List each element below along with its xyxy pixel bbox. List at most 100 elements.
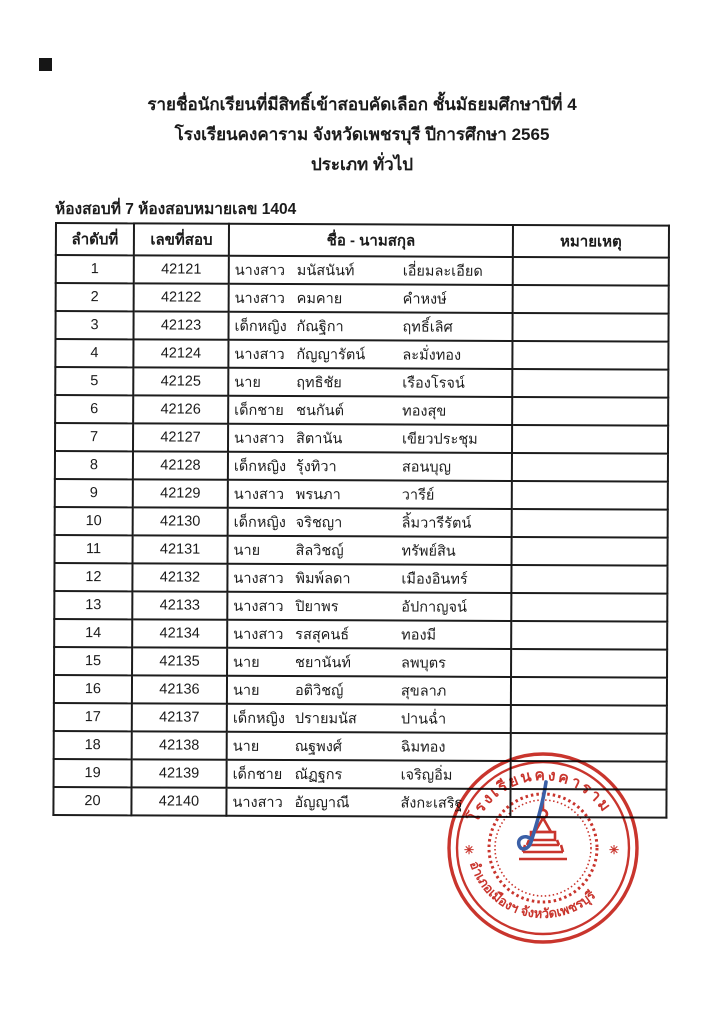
table-row: 4 42124 นางสาว กัญญารัตน์ ละมั่งทอง <box>55 339 669 370</box>
cell-remark <box>510 760 667 790</box>
table-row: 9 42129 นางสาว พรนภา วารีย์ <box>54 479 668 510</box>
seal-star-left: ✳ <box>464 843 474 857</box>
cell-exam-number: 42127 <box>133 423 229 452</box>
column-header-order: ลำดับที่ <box>55 223 134 256</box>
name-prefix: นาย <box>233 542 261 559</box>
last-name: วารีย์ <box>401 487 435 504</box>
exam-table-body: 1 42121 นางสาว มนัสนันท์ เอี่ยมละเอียด 2… <box>53 255 669 818</box>
cell-name: เด็กหญิง รุ้งทิวา สอนบุญ <box>227 451 512 481</box>
last-name: เมืองอินทร์ <box>401 571 468 588</box>
column-header-name: ชื่อ - นามสกุล <box>228 223 513 257</box>
name-prefix: นางสาว <box>234 346 285 363</box>
name-prefix: นางสาว <box>234 262 286 279</box>
cell-exam-number: 42122 <box>133 283 229 312</box>
cell-remark <box>511 452 668 482</box>
cell-exam-number: 42135 <box>132 647 228 676</box>
cell-name: นางสาว สิตานัน เขียวประชุม <box>227 423 513 453</box>
cell-order: 20 <box>53 786 132 816</box>
first-name: ปิยาพร <box>295 598 339 615</box>
cell-exam-number: 42132 <box>132 563 228 592</box>
exam-candidates-table: ลำดับที่ เลขที่สอบ ชื่อ - นามสกุล หมายเห… <box>52 222 670 819</box>
cell-name: นางสาว อัญญาณี สังกะเสริฐ <box>226 787 511 817</box>
first-name: ชนกันต์ <box>296 402 345 419</box>
table-row: 16 42136 นาย อติวิชญ์ สุขลาภ <box>53 675 668 706</box>
table-row: 7 42127 นางสาว สิตานัน เขียวประชุม <box>55 423 669 454</box>
first-name: รสสุคนธ์ <box>295 626 350 643</box>
table-row: 1 42121 นางสาว มนัสนันท์ เอี่ยมละเอียด <box>55 255 669 286</box>
cell-exam-number: 42137 <box>131 703 227 732</box>
table-row: 19 42139 เด็กชาย ณัฏฐกร เจริญอิ่ม <box>53 758 667 790</box>
cell-name: นาย ณฐพงศ์ ฉิมทอง <box>226 731 511 761</box>
table-row: 11 42131 นาย สิลวิชญ์ ทรัพย์สิน <box>54 535 668 566</box>
cell-exam-number: 42134 <box>132 619 228 648</box>
last-name: เรืองโรจน์ <box>402 375 465 392</box>
cell-name: นางสาว พิมพ์ลดา เมืองอินทร์ <box>227 563 512 593</box>
cell-order: 19 <box>53 758 132 788</box>
cell-name: เด็กชาย ณัฏฐกร เจริญอิ่ม <box>226 759 511 789</box>
cell-exam-number: 42136 <box>131 675 228 704</box>
last-name: ทองสุข <box>402 403 447 420</box>
last-name: คำหงษ์ <box>402 291 447 308</box>
name-prefix: นาย <box>234 374 261 391</box>
last-name: เอี่ยมละเอียด <box>402 263 483 280</box>
cell-exam-number: 42133 <box>132 591 228 620</box>
first-name: จริชญา <box>295 514 343 531</box>
cell-remark <box>511 480 668 510</box>
cell-exam-number: 42130 <box>132 507 228 536</box>
cell-exam-number: 42139 <box>131 759 227 788</box>
cell-remark <box>510 676 668 706</box>
cell-remark <box>511 592 668 622</box>
column-header-remark: หมายเหตุ <box>512 224 669 258</box>
column-header-exam-number: เลขที่สอบ <box>133 223 229 256</box>
cell-exam-number: 42138 <box>131 731 227 760</box>
document-subtitle-category: ประเภท ทั่วไป <box>310 155 414 174</box>
cell-remark <box>510 732 667 762</box>
cell-remark <box>510 788 667 818</box>
first-name: กัญญารัตน์ <box>296 346 366 363</box>
cell-name: เด็กหญิง ปรายมนัส ปานฉ่ำ <box>226 703 511 733</box>
name-prefix: เด็กหญิง <box>232 710 286 727</box>
cell-name: นาย ชยานันท์ ลพบุตร <box>227 647 512 677</box>
last-name: อัปกาญจน์ <box>401 599 467 616</box>
cell-order: 15 <box>54 647 133 676</box>
cell-remark <box>511 424 669 454</box>
cell-exam-number: 42131 <box>132 535 228 564</box>
cell-name: นาย สิลวิชญ์ ทรัพย์สิน <box>227 535 512 565</box>
last-name: สอนบุญ <box>401 459 451 476</box>
last-name: ลพบุตร <box>401 655 446 672</box>
table-row: 6 42126 เด็กชาย ชนกันต์ ทองสุข <box>55 395 669 426</box>
first-name: ชยานันท์ <box>295 654 351 671</box>
exam-room-title: ห้องสอบที่ 7 ห้องสอบหมายเลข 1404 <box>55 201 297 218</box>
cell-name: เด็กหญิง กัณฐิกา ฤทธิ์เลิศ <box>228 311 513 341</box>
cell-order: 7 <box>55 423 134 452</box>
name-prefix: นาย <box>232 738 260 755</box>
cell-remark <box>512 312 669 342</box>
cell-order: 9 <box>54 479 133 508</box>
cell-order: 14 <box>54 619 133 648</box>
cell-name: เด็กหญิง จริชญา ลิ้มวารีรัตน์ <box>227 507 512 537</box>
name-prefix: นางสาว <box>233 570 284 587</box>
name-prefix: นางสาว <box>234 290 285 307</box>
last-name: ทองมี <box>401 627 437 644</box>
cell-remark <box>512 396 669 426</box>
cell-name: นางสาว มนัสนันท์ เอี่ยมละเอียด <box>228 255 513 285</box>
cell-exam-number: 42126 <box>133 395 229 424</box>
first-name: พิมพ์ลดา <box>295 570 351 587</box>
table-row: 3 42123 เด็กหญิง กัณฐิกา ฤทธิ์เลิศ <box>55 311 669 342</box>
name-prefix: นาย <box>233 654 260 671</box>
cell-order: 13 <box>54 591 133 620</box>
table-row: 8 42128 เด็กหญิง รุ้งทิวา สอนบุญ <box>54 451 668 482</box>
first-name: พรนภา <box>295 486 341 503</box>
cell-order: 10 <box>54 507 133 536</box>
cell-exam-number: 42121 <box>133 255 229 284</box>
last-name: ฤทธิ์เลิศ <box>402 319 453 336</box>
first-name: สิลวิชญ์ <box>295 542 344 559</box>
cell-order: 11 <box>54 535 133 564</box>
cell-remark <box>511 508 668 538</box>
last-name: ละมั่งทอง <box>402 347 462 364</box>
cell-exam-number: 42128 <box>132 451 228 480</box>
cell-remark <box>512 340 669 370</box>
last-name: ลิ้มวารีรัตน์ <box>401 515 472 532</box>
seal-star-right: ✳ <box>609 843 619 857</box>
last-name: เจริญอิ่ม <box>400 767 453 784</box>
